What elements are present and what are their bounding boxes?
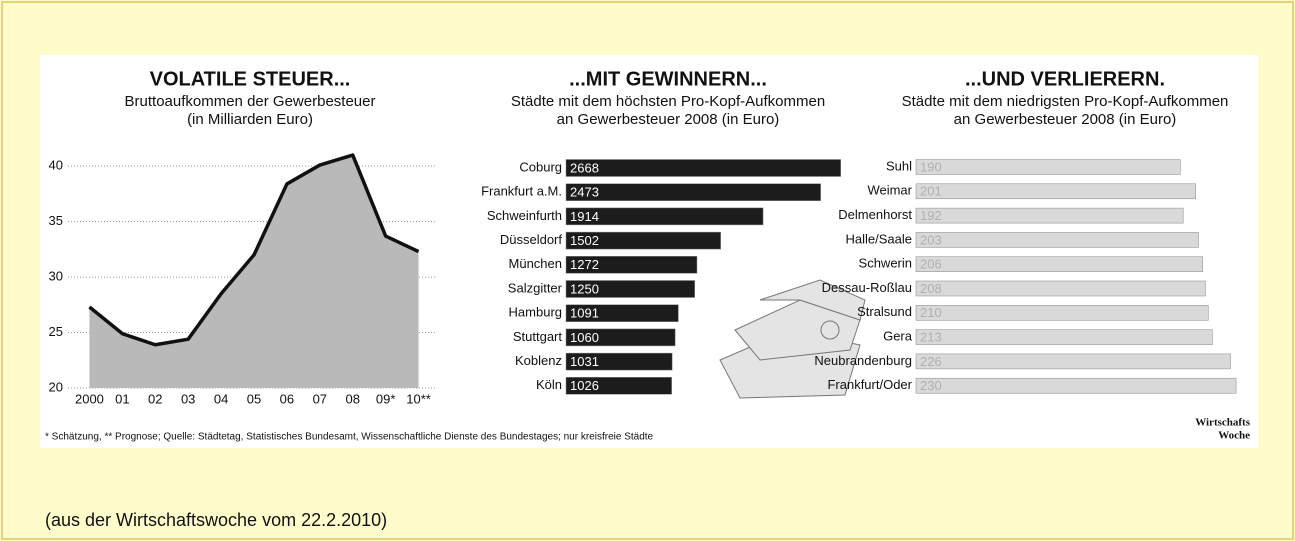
x-tick-label: 03 [181, 391, 195, 406]
page: * Schätzung, ** Prognose; Quelle: Städte… [0, 0, 1295, 541]
value-label: 1060 [570, 330, 599, 345]
chart-title: ...MIT GEWINNERN... [569, 68, 767, 90]
value-label: 1031 [570, 354, 599, 369]
category-label: Halle/Saale [846, 231, 913, 246]
caption: (aus der Wirtschaftswoche vom 22.2.2010) [45, 510, 387, 530]
bar [916, 257, 1203, 272]
value-label: 1026 [570, 378, 599, 393]
category-label: Stralsund [857, 304, 912, 319]
logo: Woche [1218, 430, 1250, 442]
bar [916, 330, 1212, 345]
category-label: Gera [883, 329, 913, 344]
category-label: Stuttgart [513, 329, 563, 344]
x-tick-label: 02 [148, 391, 162, 406]
y-tick-label: 35 [49, 213, 63, 228]
value-label: 206 [920, 257, 942, 272]
category-label: Salzgitter [508, 280, 563, 295]
bar [566, 160, 841, 177]
category-label: Suhl [886, 158, 912, 173]
chart-subtitle: an Gewerbesteuer 2008 (in Euro) [954, 111, 1177, 128]
bar [916, 378, 1236, 393]
x-tick-label: 2000 [75, 391, 104, 406]
bar [916, 354, 1231, 369]
value-label: 208 [920, 281, 942, 296]
chart-subtitle: Städte mit dem niedrigsten Pro-Kopf-Aufk… [902, 93, 1229, 110]
value-label: 226 [920, 354, 942, 369]
y-tick-label: 25 [49, 324, 63, 339]
value-label: 1502 [570, 233, 599, 248]
category-label: Delmenhorst [838, 207, 912, 222]
category-label: Weimar [867, 183, 912, 198]
category-label: Dessau-Roßlau [822, 280, 912, 295]
y-tick-label: 30 [49, 269, 63, 284]
x-tick-label: 01 [115, 391, 129, 406]
value-label: 213 [920, 330, 942, 345]
x-tick-label: 08 [345, 391, 359, 406]
chart-subtitle: Städte mit dem höchsten Pro-Kopf-Aufkomm… [511, 93, 825, 110]
x-tick-label: 05 [247, 391, 261, 406]
x-tick-label: 09* [376, 391, 396, 406]
category-label: Frankfurt a.M. [481, 184, 562, 199]
bar [916, 184, 1196, 199]
x-tick-label: 06 [280, 391, 294, 406]
value-label: 1250 [570, 281, 599, 296]
chart-title: ...UND VERLIERERN. [965, 68, 1165, 90]
value-label: 210 [920, 305, 942, 320]
logo: Wirtschafts [1195, 417, 1251, 429]
x-tick-label: 07 [313, 391, 327, 406]
chart-title: VOLATILE STEUER... [150, 68, 351, 90]
footnote: * Schätzung, ** Prognose; Quelle: Städte… [45, 432, 654, 443]
bar [916, 208, 1183, 223]
category-label: Schweinfurth [487, 208, 562, 223]
value-label: 1091 [570, 306, 599, 321]
y-tick-label: 40 [49, 158, 63, 173]
category-label: Hamburg [509, 305, 562, 320]
value-label: 1272 [570, 257, 599, 272]
x-tick-label: 10** [406, 391, 431, 406]
value-label: 190 [920, 159, 942, 174]
category-label: Düsseldorf [500, 232, 563, 247]
value-label: 230 [920, 378, 942, 393]
chart-subtitle: Bruttoaufkommen der Gewerbesteuer [125, 93, 376, 110]
y-tick-label: 20 [49, 379, 63, 394]
value-label: 1914 [570, 209, 599, 224]
category-label: Neubrandenburg [814, 353, 912, 368]
value-label: 2473 [570, 185, 599, 200]
bar [916, 305, 1208, 320]
bar [916, 160, 1180, 175]
chart-subtitle: (in Milliarden Euro) [187, 111, 313, 128]
value-label: 2668 [570, 160, 599, 175]
value-label: 201 [920, 184, 942, 199]
bar [916, 281, 1205, 296]
bar [566, 184, 821, 201]
x-tick-label: 04 [214, 391, 228, 406]
category-label: Coburg [519, 159, 562, 174]
category-label: Koblenz [515, 353, 562, 368]
bar [916, 232, 1199, 247]
category-label: München [509, 256, 562, 271]
category-label: Köln [536, 377, 562, 392]
category-label: Frankfurt/Oder [827, 377, 912, 392]
value-label: 203 [920, 232, 942, 247]
value-label: 192 [920, 208, 942, 223]
category-label: Schwerin [859, 256, 912, 271]
chart-subtitle: an Gewerbesteuer 2008 (in Euro) [557, 111, 780, 128]
